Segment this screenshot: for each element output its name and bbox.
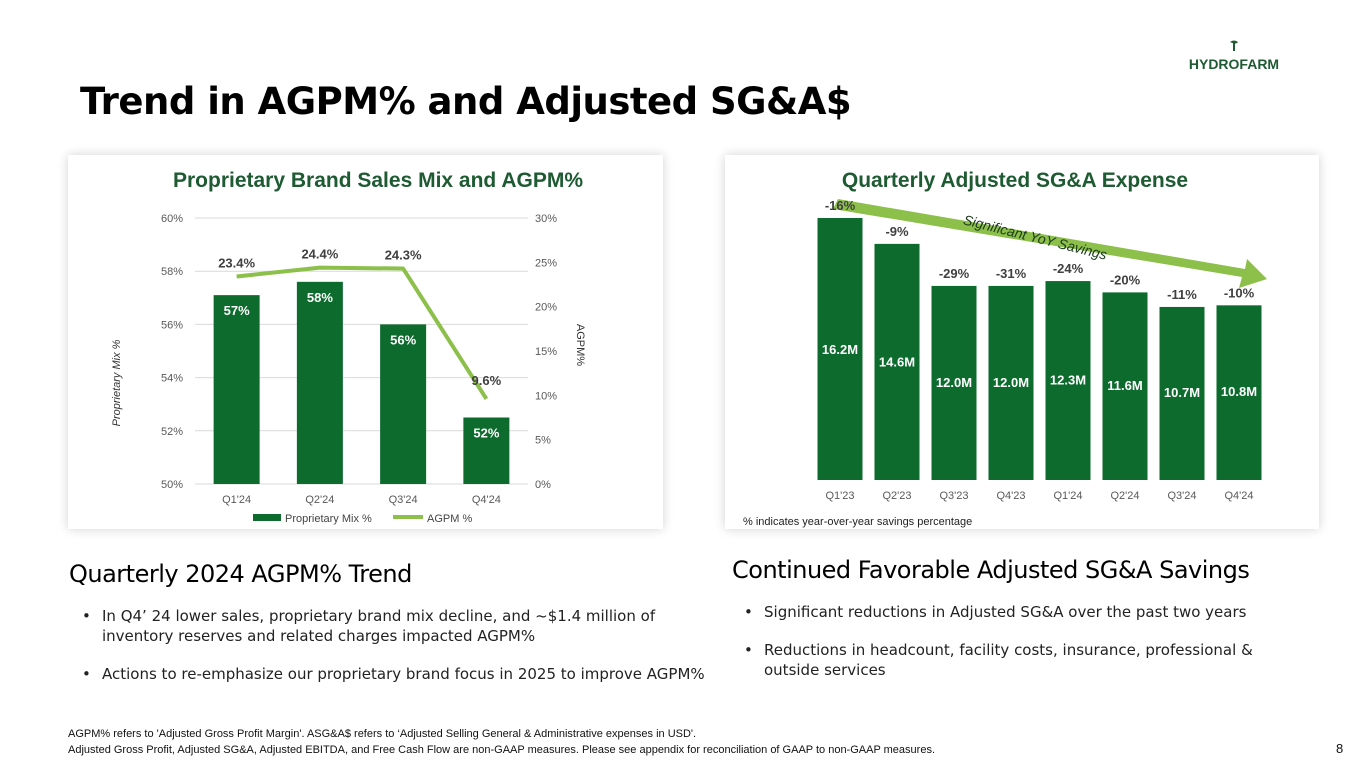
sga-bar	[817, 218, 863, 480]
mix-bar-label: 57%	[224, 303, 250, 318]
x-category-label: Q3'23	[939, 490, 968, 502]
sga-bar	[1159, 306, 1205, 480]
mix-bar-label: 52%	[473, 426, 499, 441]
mix-bar	[463, 417, 510, 484]
left-chart-title: Proprietary Brand Sales Mix and AGPM%	[173, 169, 583, 192]
x-category-label: Q2'24	[1110, 490, 1139, 502]
page-number: 8	[1336, 741, 1344, 756]
sga-bar	[988, 285, 1034, 480]
right-y-tick: 10%	[535, 390, 557, 402]
sga-value-label: 10.8M	[1221, 384, 1257, 399]
right-chart-title: Quarterly Adjusted SG&A Expense	[842, 169, 1188, 192]
legend-label-agpm: AGPM %	[427, 513, 472, 525]
right-y-tick: 5%	[535, 435, 551, 447]
x-category-label: Q4'23	[996, 490, 1025, 502]
proprietary-mix-chart: Proprietary Brand Sales Mix and AGPM% 50…	[111, 169, 586, 525]
sga-bar	[1216, 305, 1262, 480]
yoy-label: -29%	[939, 266, 970, 281]
x-category-label: Q1'24	[1053, 490, 1082, 502]
sga-bar	[1102, 292, 1148, 480]
right-y-tick: 0%	[535, 479, 551, 491]
legend-swatch-agpm	[393, 515, 423, 519]
left-y-tick: 50%	[161, 479, 183, 491]
x-category-label: Q2'24	[305, 494, 334, 506]
left-chart-panel: Proprietary Brand Sales Mix and AGPM% 50…	[68, 155, 663, 529]
yoy-label: -10%	[1224, 285, 1255, 300]
yoy-note: % indicates year-over-year savings perce…	[743, 516, 972, 528]
sga-bullet-list: Significant reductions in Adjusted SG&A …	[732, 602, 1312, 680]
sga-value-label: 12.0M	[993, 375, 1029, 390]
hydrofarm-logo: HYDROFARM	[1178, 38, 1290, 74]
legend-label-mix: Proprietary Mix %	[285, 513, 372, 525]
logo-graphic: HYDROFARM	[1189, 40, 1279, 72]
yoy-label: -31%	[996, 266, 1027, 281]
sga-value-label: 12.3M	[1050, 373, 1086, 388]
footnote-line: Adjusted Gross Profit, Adjusted SG&A, Ad…	[68, 744, 935, 756]
sga-bullet: Significant reductions in Adjusted SG&A …	[732, 602, 1312, 622]
yoy-label: -9%	[885, 224, 909, 239]
left-y-tick: 56%	[161, 319, 183, 331]
left-chart-legend: Proprietary Mix % AGPM %	[253, 513, 472, 525]
agpm-bullet-list: In Q4’ 24 lower sales, proprietary brand…	[70, 606, 710, 684]
left-y-tick: 54%	[161, 373, 183, 385]
mix-bar-label: 58%	[307, 290, 333, 305]
yoy-label: -16%	[825, 198, 856, 213]
sga-bullet: Reductions in headcount, facility costs,…	[732, 640, 1312, 680]
mix-bar	[296, 281, 343, 484]
right-y-tick: 30%	[535, 213, 557, 225]
x-category-label: Q1'23	[825, 490, 854, 502]
sga-bar	[1045, 281, 1091, 480]
footnote-line: AGPM% refers to 'Adjusted Gross Profit M…	[68, 728, 697, 740]
right-y-tick: 15%	[535, 346, 557, 358]
sga-expense-chart: Quarterly Adjusted SG&A Expense Signific…	[743, 169, 1267, 528]
logo-leaf-icon	[1230, 40, 1238, 44]
right-y-tick: 20%	[535, 302, 557, 314]
agpm-bullet: In Q4’ 24 lower sales, proprietary brand…	[70, 606, 710, 646]
legend-swatch-mix	[253, 514, 281, 521]
sga-bar	[874, 243, 920, 480]
agpm-label: 9.6%	[472, 373, 502, 388]
right-y-axis-label: AGPM%	[574, 324, 586, 366]
agpm-label: 24.4%	[301, 247, 338, 262]
left-y-tick: 60%	[161, 213, 183, 225]
sga-value-label: 12.0M	[936, 375, 972, 390]
agpm-label: 24.3%	[385, 248, 422, 263]
sga-value-label: 14.6M	[879, 355, 915, 370]
x-category-label: Q4'24	[472, 494, 501, 506]
x-category-label: Q1'24	[222, 494, 251, 506]
savings-arrow-label: Significant YoY Savings	[962, 212, 1109, 263]
page-title: Trend in AGPM% and Adjusted SG&A$	[80, 80, 852, 123]
x-category-label: Q3'24	[389, 494, 418, 506]
logo-text: HYDROFARM	[1189, 56, 1279, 72]
left-y-tick: 58%	[161, 266, 183, 278]
sga-value-label: 16.2M	[822, 342, 858, 357]
left-y-axis-label: Proprietary Mix %	[111, 339, 123, 426]
yoy-label: -24%	[1053, 261, 1084, 276]
x-category-label: Q3'24	[1167, 490, 1196, 502]
mix-bar	[213, 295, 260, 484]
yoy-label: -20%	[1110, 272, 1141, 287]
sga-value-label: 11.6M	[1107, 378, 1142, 393]
mix-bar-label: 56%	[390, 332, 416, 347]
yoy-label: -11%	[1167, 287, 1197, 302]
right-chart-panel: Quarterly Adjusted SG&A Expense Signific…	[725, 155, 1319, 529]
agpm-line	[236, 265, 489, 400]
x-category-label: Q4'24	[1224, 490, 1253, 502]
sga-value-label: 10.7M	[1164, 385, 1200, 400]
agpm-label: 23.4%	[218, 256, 255, 271]
footnotes: AGPM% refers to 'Adjusted Gross Profit M…	[68, 726, 935, 758]
savings-trend-arrow	[833, 199, 1267, 288]
x-category-label: Q2'23	[882, 490, 911, 502]
agpm-bullet: Actions to re-emphasize our proprietary …	[70, 664, 710, 684]
right-y-tick: 25%	[535, 257, 557, 269]
sga-savings-heading: Continued Favorable Adjusted SG&A Saving…	[732, 556, 1250, 584]
sga-bar	[931, 285, 977, 480]
mix-bar	[380, 324, 427, 484]
left-y-tick: 52%	[161, 426, 183, 438]
agpm-trend-heading: Quarterly 2024 AGPM% Trend	[69, 560, 412, 588]
